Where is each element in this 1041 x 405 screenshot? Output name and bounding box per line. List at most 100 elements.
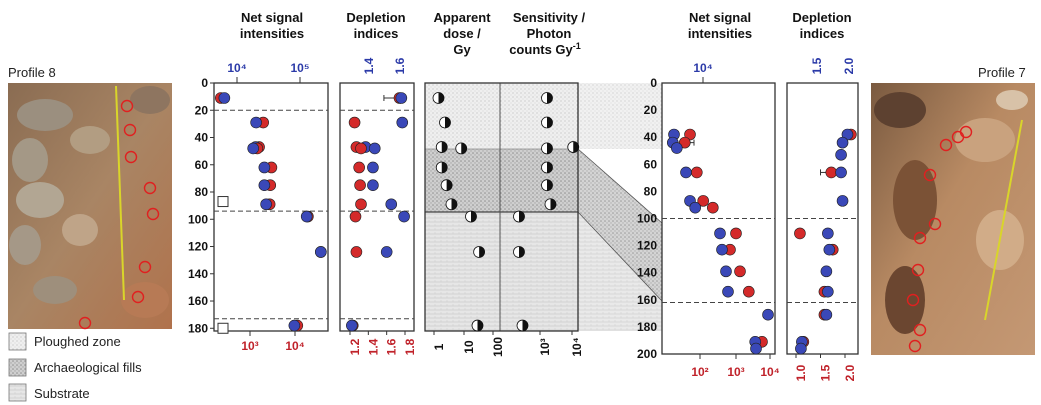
p5-point-red <box>734 265 746 278</box>
p3-point <box>455 142 468 155</box>
p2-point-red <box>348 116 361 129</box>
photo-sample-circle <box>120 99 134 113</box>
p2-top-tick-label: 1.6 <box>393 57 407 74</box>
p6-bottom-tick-label: 1.0 <box>794 364 808 381</box>
p3-point <box>435 141 448 153</box>
p3-point-fill <box>470 211 477 223</box>
p2-bottom-tick-label: 1.4 <box>366 338 380 355</box>
profile-8-photo <box>8 83 172 329</box>
title-p2-line1: Depletion <box>346 10 405 25</box>
p5-point-red <box>706 201 719 214</box>
p3-point <box>440 179 453 192</box>
p1-top-tick-label: 10⁵ <box>291 61 310 75</box>
p5-point-blue <box>714 227 726 240</box>
p2-point-blue <box>395 92 408 104</box>
p3-bottom-tick-label: 100 <box>491 337 505 357</box>
p4-point <box>541 142 553 155</box>
profile-7-photo <box>871 83 1035 355</box>
depth-tick-label-right: 140 <box>637 266 657 280</box>
p4-point-fill <box>573 141 579 153</box>
p6-point-blue <box>820 308 833 321</box>
p3-point <box>432 92 445 104</box>
p3-point <box>471 319 484 332</box>
p6-point-blue <box>835 149 847 161</box>
p5-point-blue <box>680 166 692 179</box>
profile-7-label: Profile 7 <box>978 65 1026 80</box>
p1-frame <box>213 82 329 332</box>
depth-tick-label-left: 60 <box>195 158 209 172</box>
p3-point-fill <box>441 161 448 173</box>
profile-correlation-ploughed <box>578 83 662 149</box>
title-p4-line3: counts Gy-1 <box>509 41 581 57</box>
p4-point-fill <box>547 92 553 104</box>
p6-point-red <box>794 227 806 240</box>
panel-apparent-dose: 1 10 100 <box>432 92 505 357</box>
p5-point-blue <box>716 243 728 256</box>
panel-profile7-depletion: 1.5 2.0 1.0 1.5 2.0 <box>786 57 859 381</box>
p2-point-blue <box>398 210 410 223</box>
p1-point-blue <box>288 319 301 332</box>
p3-point <box>439 116 451 129</box>
photo-sample-circle <box>913 323 927 337</box>
p2-frame <box>339 82 415 332</box>
p1-marker-square <box>217 196 229 208</box>
photo-sample-circle <box>143 181 157 195</box>
p5-point-red <box>730 227 742 240</box>
p6-point-blue <box>835 166 847 179</box>
p5-top-tick-label: 10⁴ <box>693 61 712 75</box>
p4-bottom-tick-label: 10³ <box>538 338 552 355</box>
photo-sample-circle <box>951 130 965 144</box>
p3-bottom-tick-label: 10 <box>462 340 476 354</box>
title-p5-line1: Net signal <box>689 10 751 25</box>
p4-point-fill <box>550 198 556 210</box>
p1-point-blue <box>250 116 262 129</box>
p4-bottom-tick-label: 10⁴ <box>570 337 584 356</box>
p3-point-fill <box>446 179 453 191</box>
p3-point <box>445 198 458 211</box>
p2-point-red <box>349 210 362 223</box>
depth-tick-label-left: 0 <box>201 76 208 90</box>
p2-point-red <box>355 142 367 155</box>
title-p3-line1: Apparent <box>433 10 491 25</box>
photo-sample-circle <box>911 263 925 277</box>
p4-point <box>541 116 553 129</box>
title-p4-line2: Photon <box>527 26 572 41</box>
p5-bottom-tick-label: 10⁴ <box>760 365 779 379</box>
p5-point-blue <box>722 285 734 298</box>
p5-point-red <box>690 166 703 179</box>
title-p1-line1: Net signal <box>241 10 303 25</box>
p6-point-red <box>825 166 838 179</box>
p1-point-blue <box>258 179 271 191</box>
title-p2-line2: indices <box>354 26 399 41</box>
p3-bottom-tick-label: 1 <box>432 343 446 350</box>
title-p3-line3: Gy <box>453 42 471 57</box>
title-p6-line2: indices <box>800 26 845 41</box>
depth-axis-left: 0 20 40 60 80 100 120 140 160 180 <box>188 76 214 335</box>
p4-point-fill <box>547 117 553 129</box>
p6-bottom-tick-label: 2.0 <box>843 364 857 381</box>
p1-point-blue <box>300 210 313 223</box>
p5-bottom-tick-label: 10² <box>691 365 708 379</box>
p2-point-blue <box>346 319 358 332</box>
title-p6-line1: Depletion <box>792 10 851 25</box>
p5-point-red <box>684 128 696 141</box>
depth-tick-label-left: 160 <box>188 294 208 308</box>
depth-tick-label-right: 40 <box>644 130 658 144</box>
p2-point-blue <box>385 198 398 211</box>
p2-bottom-tick-label: 1.2 <box>348 338 362 355</box>
photo-sample-circle <box>131 290 145 304</box>
title-p4-line3-text: counts Gy <box>509 42 573 57</box>
depth-tick-label-right: 120 <box>637 239 657 253</box>
panel-titles: Net signal intensities Depletion indices… <box>240 10 852 57</box>
depth-tick-label-right: 0 <box>650 76 657 90</box>
p6-point-blue <box>836 195 849 207</box>
p2-point-blue <box>380 246 393 258</box>
p1-point-blue <box>218 92 231 104</box>
p1-bottom-tick-label: 10⁴ <box>285 339 304 353</box>
p4-point <box>541 92 553 104</box>
photo-sample-circle <box>123 123 137 137</box>
p6-point-blue <box>822 285 834 298</box>
p1-point-blue <box>315 246 327 258</box>
depth-tick-label-left: 80 <box>195 185 209 199</box>
p2-point-red <box>354 179 366 191</box>
